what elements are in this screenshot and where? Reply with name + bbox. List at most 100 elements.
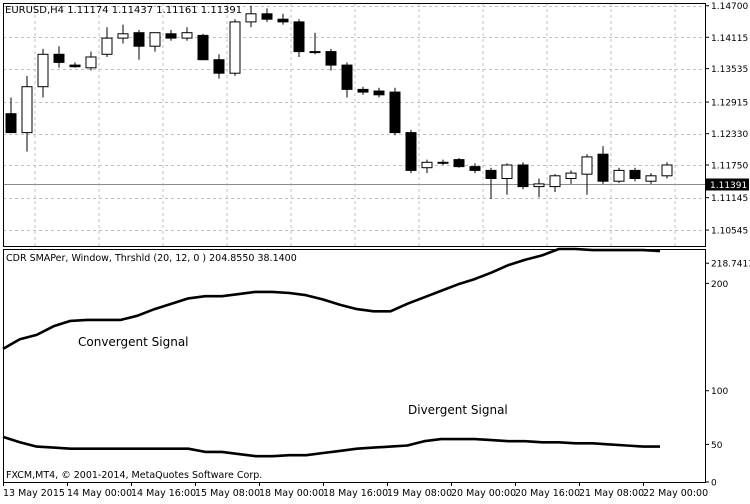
price-pane-frame [3,3,706,247]
candle [341,62,353,98]
candle-body-bull [21,86,33,134]
frames [3,3,706,483]
time-tick-label: 15 May 08:00 [195,488,260,499]
price-tick-label: 1.12915 [711,99,748,109]
candle-body-bear [373,90,385,96]
candle-body-bull [421,161,433,169]
candle-body-bull [661,164,673,177]
candle-body-bear [165,33,177,39]
candle-body-bull [501,164,513,179]
candle [485,167,497,200]
price-tick-label: 1.11750 [711,162,748,172]
time-tick-label: 21 May 08:00 [579,488,644,499]
candle-body-bear [485,169,497,179]
candle-body-bear [277,18,289,23]
indicator-tick-label: 200 [711,280,728,290]
time-tick-label: 19 May 08:00 [387,488,452,499]
candle [309,32,321,55]
candle [453,157,465,168]
candle-body-bull [101,37,113,55]
current-price-label: 1.11391 [710,181,747,191]
time-tick-label: 20 May 16:00 [515,488,580,499]
candle-body-bull [117,33,129,39]
candle [37,48,49,98]
price-tick-label: 1.13535 [711,65,748,75]
candle-body-bull [85,56,97,69]
candle [117,24,129,44]
candle-body-bear [53,53,65,63]
candles [5,5,673,200]
indicator-tick-label: 100 [711,387,728,397]
indicator-line-2 [2,435,660,458]
candle [69,62,81,68]
indicator-line-1 [2,247,661,351]
indicator-pane-frame [3,249,706,483]
candle [133,30,145,60]
indicator-lines [2,247,661,458]
candle [645,173,657,184]
candle [21,75,33,152]
candle [517,162,529,190]
candle-body-bear [597,153,609,182]
candle [469,163,481,174]
candle-body-bear [325,51,337,66]
candle [421,159,433,174]
candle-body-bear [69,64,81,68]
indicator-tick-label: 0 [711,479,717,489]
candle-body-bull [645,175,657,182]
candle-body-bear [341,64,353,90]
annotation-divergent: Divergent Signal [408,403,508,417]
candle-body-bear [389,91,401,134]
time-tick-label: 22 May 00:00 [643,488,708,499]
indicator-title: CDR SMAPer, Window, Thrshld (20, 12, 0 )… [6,253,297,264]
indicator-tick-label: 50 [711,441,723,451]
candle-body-bear [197,34,209,61]
candle [229,19,241,76]
candle [213,54,225,79]
candle-body-bear [405,132,417,171]
candle-body-bull [149,32,161,47]
candle-body-bear [261,13,273,20]
candle [85,51,97,71]
copyright-text: FXCM,MT4, © 2001-2014, MetaQuotes Softwa… [6,470,262,481]
candle [405,129,417,174]
candle [101,27,113,57]
price-tick-label: 1.12330 [711,130,748,140]
candle-body-bull [229,21,241,74]
current-price-badge [706,178,749,191]
annotation-convergent: Convergent Signal [78,335,189,349]
candle [501,163,513,195]
candle-body-bull [613,169,625,182]
candle-body-bull [581,156,593,175]
main-title: EURUSD,H4 1.11174 1.11437 1.11161 1.1139… [5,5,242,16]
candle-body-bull [37,53,49,88]
candle-body-bull [181,32,193,39]
candle [277,13,289,25]
candle-body-bull [533,183,545,188]
price-tick-label: 1.10545 [711,227,748,237]
candle [629,167,641,182]
candle-body-bear [5,113,17,134]
candle [613,167,625,183]
candle [325,48,337,71]
price-axis: 1.14700 1.14115 1.13535 1.12915 1.12330 1.117… [705,2,750,489]
price-tick-label: 1.14115 [711,34,748,44]
candle-body-bear [469,166,481,171]
candle [533,178,545,198]
indicator-tick-label: 218.7413 [711,260,750,270]
time-tick-label: 13 May 2015 [3,488,65,499]
candle [245,5,257,28]
time-tick-label: 18 May 16:00 [323,488,388,499]
candle [389,87,401,136]
price-tick-label: 1.11145 [711,194,748,204]
candle [197,33,209,61]
candle [357,86,369,95]
candle [293,19,305,57]
candle [437,159,449,165]
time-tick-label: 14 May 00:00 [67,488,132,499]
candle-body-bear [517,164,529,188]
candle-body-bull [565,172,577,180]
candle-body-bull [549,175,561,188]
